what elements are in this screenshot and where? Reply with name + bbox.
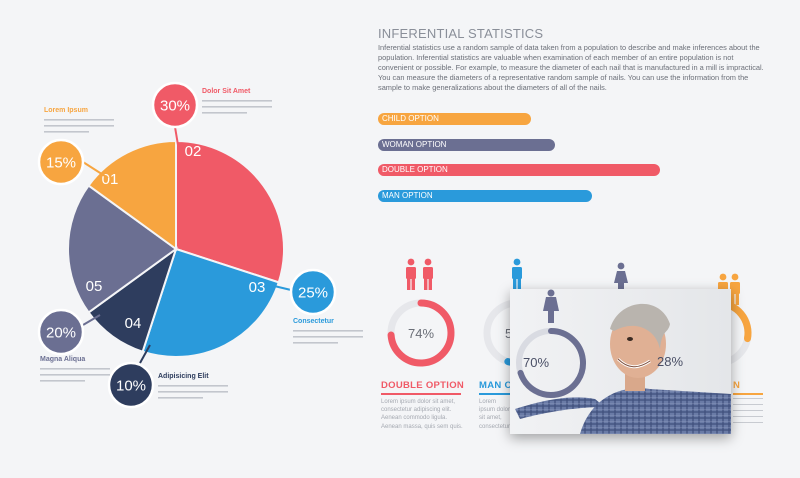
pie-callout-text-line [44, 125, 114, 127]
pie-percent-bubble-05 [37, 308, 85, 356]
pie-slice-number-04: 04 [125, 315, 142, 332]
pie-callout-text-line [202, 100, 272, 102]
gauge-title-double: DOUBLE OPTION [381, 380, 465, 391]
double-person-icon-2 [423, 258, 433, 290]
pie-callout-text-line [293, 330, 363, 332]
pie-callout-title-02: Dolor Sit Amet [202, 88, 251, 95]
woman-icon [543, 289, 559, 323]
gauge-underline-double [381, 393, 461, 395]
pie-callout-title-05: Magna Aliqua [40, 356, 85, 363]
gauge-underline-man [479, 393, 511, 395]
pie-callout-title-04: Adipisicing Elit [158, 373, 209, 380]
pie-slice-number-05: 05 [86, 278, 103, 295]
gauge-label-double: 74% [408, 326, 434, 341]
pie-slice-03 [141, 247, 280, 358]
pie-percent-label-04: 10% [116, 378, 146, 395]
pie-slice-01 [87, 139, 177, 251]
man-icon [512, 258, 522, 290]
pie-percent-label-01: 15% [46, 155, 76, 172]
pie-callout-text-line [40, 374, 110, 376]
woman-icon-top [614, 262, 628, 293]
gauge-label-child: 28% [657, 354, 684, 369]
presenter-photo [510, 289, 731, 434]
pie-callout-text-line [158, 391, 228, 393]
pie-slice-number-03: 03 [249, 279, 266, 296]
pie-percent-label-02: 30% [160, 98, 190, 115]
pie-callout-text-line [40, 368, 110, 370]
pie-callout-text-line [40, 380, 85, 382]
pie-callout-text-line [158, 385, 228, 387]
double-person-icon [406, 258, 416, 290]
intro-paragraph: Inferential statistics use a random samp… [378, 43, 764, 92]
gauge-label-man: 5 [505, 326, 512, 341]
photo-gauge-label: 70% [523, 355, 550, 370]
pie-percent-label-05: 20% [46, 325, 76, 342]
pie-leader-05 [82, 314, 101, 326]
pie-callout-text-line [44, 131, 89, 133]
pie-callout-title-03: Consectetur [293, 318, 334, 325]
pie-slice-number-01: 01 [102, 171, 119, 188]
pie-percent-bubble-03 [289, 268, 337, 316]
pie-callout-text-line [202, 112, 247, 114]
pie-slice-number-02: 02 [185, 143, 202, 160]
pie-callout-text-line [44, 119, 114, 121]
pie-callout-text-line [202, 106, 272, 108]
pie-percent-bubble-02 [151, 81, 199, 129]
gauge-underline-child [733, 393, 763, 395]
gauge-title-man: MAN O [479, 380, 513, 391]
pie-percent-label-03: 25% [298, 285, 328, 302]
gauge-text-child-lines [733, 398, 763, 428]
gauge-text-double: Lorem ipsum dolor sit amet, consectetur … [381, 399, 463, 430]
pie-callout-text-line [158, 397, 203, 399]
pie-leader-04 [139, 344, 151, 364]
pie-slice-02 [175, 139, 285, 284]
pie-percent-bubble-01 [37, 138, 85, 186]
page-title: INFERENTIAL STATISTICS [378, 26, 544, 41]
child-icon-2 [730, 273, 740, 305]
gauge-arc-0 [387, 299, 455, 367]
pie-callout-title-01: Lorem Ipsum [44, 107, 88, 114]
pie-percent-bubble-04 [107, 361, 155, 409]
pie-leader-01 [82, 161, 109, 179]
pie-slice-05 [67, 184, 178, 314]
pie-leader-03 [269, 284, 292, 291]
pie-leader-02 [174, 126, 179, 146]
gauge-title-child: N [733, 380, 741, 391]
pie-callout-text-line [293, 342, 338, 344]
gauge-text-man: Lorem ipsum dolor sit amet, consectetur … [479, 399, 510, 432]
pie-callout-text-line [293, 336, 363, 338]
